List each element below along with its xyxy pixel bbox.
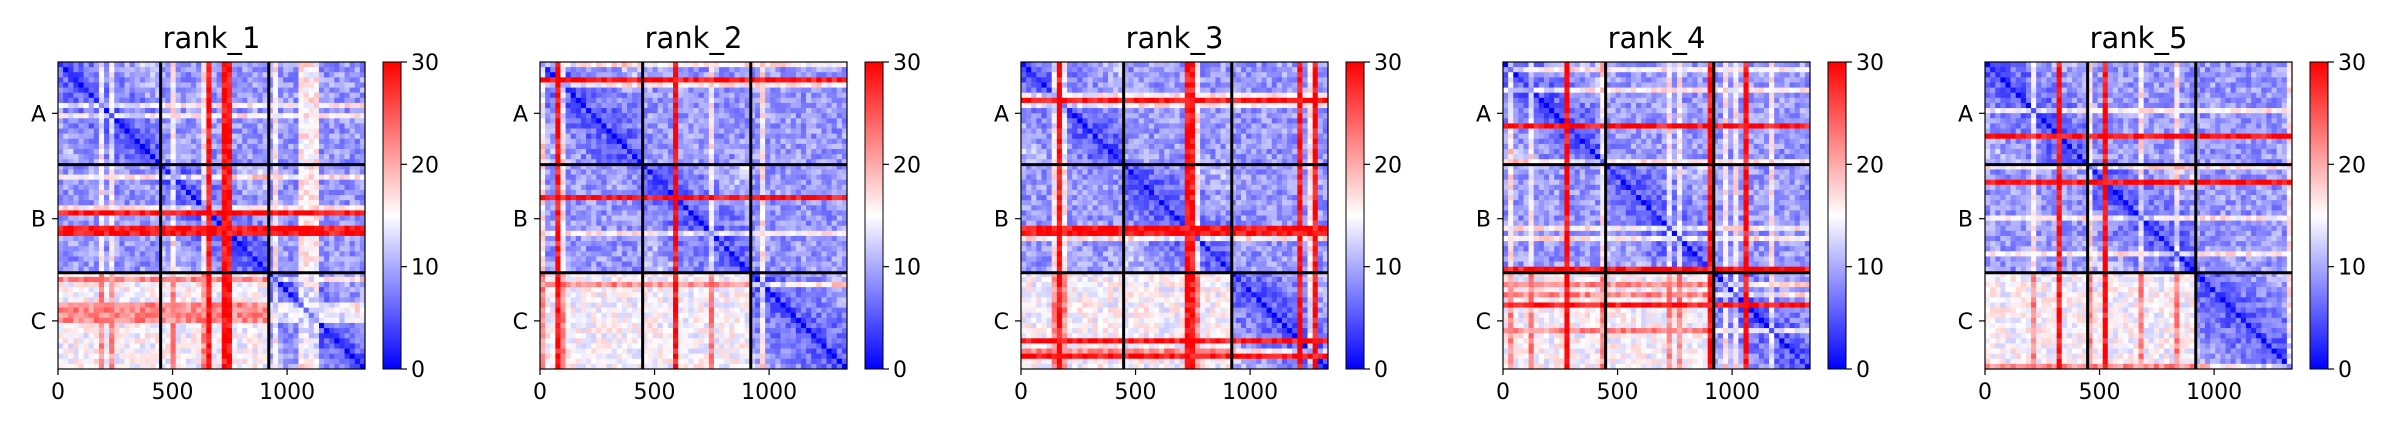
colorbar-gradient xyxy=(382,61,402,370)
y-chain-label: B xyxy=(1958,208,1973,233)
colorbar-tick-label: 10 xyxy=(411,256,439,281)
colorbar: 0 10 20 30 xyxy=(382,51,439,383)
colorbar-gradient xyxy=(864,61,884,370)
colorbar-tick-label: 30 xyxy=(893,51,921,76)
colorbar-tick-label: 10 xyxy=(1856,256,1884,281)
colorbar: 0 10 20 30 xyxy=(1345,51,1402,383)
colorbar-tick-label: 10 xyxy=(1374,256,1402,281)
y-chain-label: B xyxy=(31,208,46,233)
y-chain-label: A xyxy=(994,102,1009,127)
colorbar: 0 10 20 30 xyxy=(864,51,921,383)
colorbar-tick-label: 30 xyxy=(1856,51,1884,76)
heatmap-cells xyxy=(540,62,848,370)
x-tick-label: 500 xyxy=(152,380,194,405)
x-tick-label: 500 xyxy=(1597,380,1639,405)
plot-frame xyxy=(539,61,848,370)
heatmap-panel-3: rank_3 0 500 1000 A B C 0 10 20 30 xyxy=(994,21,1402,405)
y-chain-label: A xyxy=(1958,102,1973,127)
y-chain-label: B xyxy=(513,208,528,233)
panel-title: rank_2 xyxy=(645,21,743,55)
colorbar-tick-label: 10 xyxy=(2338,256,2366,281)
plot-frame xyxy=(1502,61,1811,370)
heatmap-panel-4: rank_4 0 500 1000 A B C 0 10 20 30 xyxy=(1476,21,1884,405)
y-chain-label: C xyxy=(1958,310,1973,335)
colorbar-tick-label: 10 xyxy=(893,256,921,281)
x-tick-label: 0 xyxy=(1496,380,1510,405)
x-tick-label: 0 xyxy=(533,380,547,405)
heatmap-cells xyxy=(1985,62,2293,370)
y-chain-label: C xyxy=(994,310,1009,335)
x-tick-label: 1000 xyxy=(2186,380,2242,405)
colorbar-tick-label: 0 xyxy=(893,358,907,383)
plot-frame xyxy=(1020,61,1329,370)
panel-title: rank_5 xyxy=(2090,21,2188,55)
colorbar: 0 10 20 30 xyxy=(2309,51,2366,383)
x-tick-label: 0 xyxy=(1978,380,1992,405)
y-chain-label: A xyxy=(31,102,46,127)
heatmap-panel-5: rank_5 0 500 1000 A B C 0 10 20 30 xyxy=(1958,21,2366,405)
x-tick-label: 500 xyxy=(634,380,676,405)
colorbar: 0 10 20 30 xyxy=(1827,51,1884,383)
colorbar-tick-label: 20 xyxy=(1856,153,1884,178)
x-tick-label: 1000 xyxy=(1222,380,1278,405)
heatmap-cells xyxy=(1503,62,1811,370)
colorbar-gradient xyxy=(1827,61,1847,370)
heatmap-panel-1: rank_1 0 500 1000 A B C 0 10 20 30 xyxy=(31,21,439,405)
panel-title: rank_4 xyxy=(1608,21,1706,55)
colorbar-tick-label: 20 xyxy=(893,153,921,178)
colorbar-tick-label: 30 xyxy=(1374,51,1402,76)
x-tick-label: 0 xyxy=(1014,380,1028,405)
x-tick-label: 1000 xyxy=(1704,380,1760,405)
x-tick-label: 0 xyxy=(51,380,65,405)
heatmap-panel-2: rank_2 0 500 1000 A B C 0 10 20 30 xyxy=(513,21,921,405)
panel-title: rank_1 xyxy=(163,21,261,55)
colorbar-tick-label: 0 xyxy=(1374,358,1388,383)
y-chain-label: B xyxy=(1476,208,1491,233)
y-chain-label: A xyxy=(513,102,528,127)
y-chain-label: A xyxy=(1476,102,1491,127)
colorbar-tick-label: 20 xyxy=(1374,153,1402,178)
colorbar-gradient xyxy=(1345,61,1365,370)
x-tick-label: 1000 xyxy=(741,380,797,405)
x-tick-label: 1000 xyxy=(259,380,315,405)
y-chain-label: C xyxy=(1476,310,1491,335)
y-chain-label: C xyxy=(513,310,528,335)
colorbar-tick-label: 30 xyxy=(2338,51,2366,76)
x-tick-label: 500 xyxy=(1115,380,1157,405)
colorbar-tick-label: 20 xyxy=(411,153,439,178)
plot-frame xyxy=(57,61,366,370)
panel-title: rank_3 xyxy=(1126,21,1224,55)
colorbar-tick-label: 20 xyxy=(2338,153,2366,178)
colorbar-gradient xyxy=(2309,61,2329,370)
y-chain-label: B xyxy=(994,208,1009,233)
x-tick-label: 500 xyxy=(2079,380,2121,405)
colorbar-tick-label: 30 xyxy=(411,51,439,76)
colorbar-tick-label: 0 xyxy=(2338,358,2352,383)
colorbar-tick-label: 0 xyxy=(1856,358,1870,383)
heatmap-cells xyxy=(1021,62,1329,370)
plot-frame xyxy=(1984,61,2293,370)
colorbar-tick-label: 0 xyxy=(411,358,425,383)
heatmap-cells xyxy=(58,62,366,370)
y-chain-label: C xyxy=(31,310,46,335)
